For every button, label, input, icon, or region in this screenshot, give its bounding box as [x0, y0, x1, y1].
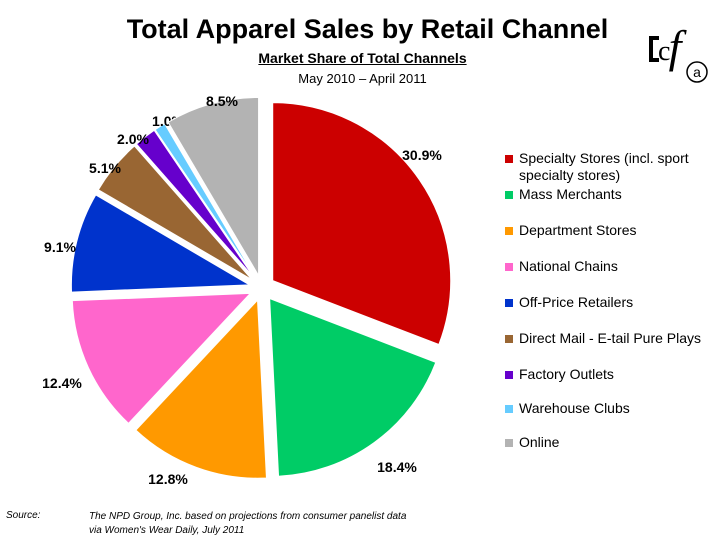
legend-swatch	[505, 155, 513, 163]
pie-slice	[71, 292, 252, 425]
legend-label: Online	[519, 434, 560, 450]
legend-swatch	[505, 263, 513, 271]
data-label: 12.4%	[42, 375, 82, 391]
legend-label: Mass Merchants	[519, 186, 622, 202]
data-label: 30.9%	[402, 147, 442, 163]
legend-item: Online	[505, 434, 720, 451]
legend-item: Warehouse Clubs	[505, 400, 720, 417]
legend-item: National Chains	[505, 258, 720, 275]
legend-label: Warehouse Clubs	[519, 400, 630, 416]
legend-swatch	[505, 371, 513, 379]
legend-label: Specialty Stores (incl. sport specialty s…	[519, 150, 689, 183]
cfa-logo-icon: f c a	[645, 16, 715, 92]
svg-text:a: a	[693, 64, 701, 80]
data-label: 9.1%	[44, 239, 76, 255]
data-label: 18.4%	[377, 459, 417, 475]
legend-item: Department Stores	[505, 222, 720, 239]
svg-text:f: f	[669, 21, 688, 72]
pie-slice	[135, 129, 255, 279]
source-text: The NPD Group, Inc. based on projections…	[89, 510, 449, 538]
legend-swatch	[505, 405, 513, 413]
data-label: 8.5%	[206, 93, 238, 109]
pie-slice	[70, 194, 252, 293]
date-range: May 2010 – April 2011	[298, 71, 427, 86]
pie-slice	[272, 102, 452, 346]
legend-item: Specialty Stores (incl. sport specialty s…	[505, 150, 720, 184]
legend-label: Department Stores	[519, 222, 637, 238]
legend-swatch	[505, 191, 513, 199]
legend-item: Direct Mail - E-tail Pure Plays	[505, 330, 720, 347]
data-label: 5.1%	[89, 160, 121, 176]
legend-swatch	[505, 227, 513, 235]
legend-item: Mass Merchants	[505, 186, 720, 203]
pie-slice	[154, 123, 256, 278]
legend-label: Factory Outlets	[519, 366, 614, 382]
source-label: Source:	[6, 510, 41, 521]
pie-slice	[97, 145, 253, 281]
legend-swatch	[505, 299, 513, 307]
pie-slice	[135, 299, 267, 479]
source-line-1: The NPD Group, Inc. based on projections…	[89, 511, 407, 522]
pie-slice	[167, 96, 260, 278]
legend-item: Factory Outlets	[505, 366, 720, 383]
data-label: 12.8%	[148, 471, 188, 487]
legend-label: Direct Mail - E-tail Pure Plays	[519, 330, 702, 346]
legend-swatch	[505, 335, 513, 343]
pie-slice	[269, 297, 437, 477]
legend-label: Off-Price Retailers	[519, 294, 634, 310]
legend-label: National Chains	[519, 258, 618, 274]
chart-subtitle: Market Share of Total Channels	[258, 50, 467, 66]
svg-text:c: c	[658, 36, 670, 67]
data-label: 2.0%	[117, 131, 149, 147]
chart-title: Total Apparel Sales by Retail Channel	[126, 14, 609, 44]
legend-swatch	[505, 439, 513, 447]
source-line-2: via Women's Wear Daily, July 2011	[89, 525, 245, 536]
legend-item: Off-Price Retailers	[505, 294, 720, 311]
